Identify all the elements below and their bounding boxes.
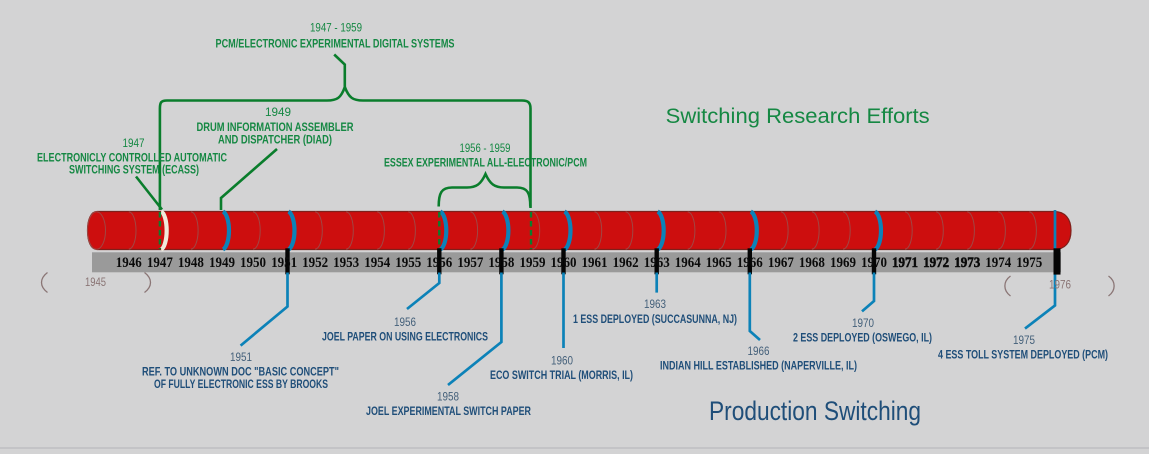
- svg-text:1951: 1951: [271, 255, 297, 271]
- svg-text:1962: 1962: [613, 255, 639, 271]
- svg-text:JOEL PAPER ON USING ELECTRONIC: JOEL PAPER ON USING ELECTRONICS: [322, 330, 488, 344]
- svg-text:1974: 1974: [985, 255, 1011, 271]
- svg-text:1975: 1975: [1016, 255, 1042, 271]
- svg-text:1969: 1969: [830, 255, 856, 271]
- svg-text:Production Switching: Production Switching: [709, 396, 921, 426]
- svg-text:1950: 1950: [240, 255, 266, 271]
- svg-text:1949: 1949: [265, 105, 291, 119]
- svg-text:1947: 1947: [123, 136, 145, 150]
- svg-text:AND DISPATCHER (DIAD): AND DISPATCHER (DIAD): [218, 133, 332, 147]
- svg-text:1952: 1952: [302, 255, 328, 271]
- svg-text:1970: 1970: [852, 318, 874, 330]
- svg-text:1958: 1958: [488, 255, 514, 271]
- svg-text:Switching Research Efforts: Switching Research Efforts: [666, 104, 930, 128]
- svg-text:1968: 1968: [799, 255, 825, 271]
- svg-text:1947 - 1959: 1947 - 1959: [310, 21, 362, 35]
- svg-text:ESSEX EXPERIMENTAL ALL-ELECTRO: ESSEX EXPERIMENTAL ALL-ELECTRONIC/PCM: [384, 156, 587, 170]
- svg-text:OF FULLY ELECTRONIC ESS BY BRO: OF FULLY ELECTRONIC ESS BY BROOKS: [154, 377, 328, 391]
- svg-text:1970: 1970: [861, 255, 887, 271]
- svg-text:1947: 1947: [147, 255, 173, 271]
- svg-text:1956: 1956: [426, 255, 452, 271]
- svg-text:INDIAN HILL ESTABLISHED (NAPER: INDIAN HILL ESTABLISHED (NAPERVILLE, IL): [660, 359, 857, 373]
- svg-text:1951: 1951: [230, 352, 252, 364]
- svg-text:ECO SWITCH TRIAL (MORRIS, IL): ECO SWITCH TRIAL (MORRIS, IL): [490, 368, 633, 382]
- svg-text:1963: 1963: [644, 255, 670, 271]
- svg-text:1966: 1966: [748, 346, 770, 358]
- svg-text:1 ESS DEPLOYED (SUCCASUNNA, NJ: 1 ESS DEPLOYED (SUCCASUNNA, NJ): [573, 312, 737, 326]
- svg-text:1966: 1966: [737, 255, 763, 271]
- svg-text:1956 - 1959: 1956 - 1959: [460, 141, 511, 155]
- svg-text:1971: 1971: [892, 255, 918, 271]
- svg-text:REF. TO UNKNOWN DOC "BASIC CON: REF. TO UNKNOWN DOC "BASIC CONCEPT": [142, 365, 339, 379]
- svg-text:1975: 1975: [1013, 335, 1035, 347]
- svg-text:1954: 1954: [364, 255, 390, 271]
- svg-text:1953: 1953: [333, 255, 359, 271]
- svg-text:2 ESS DEPLOYED (OSWEGO, IL): 2 ESS DEPLOYED (OSWEGO, IL): [793, 331, 932, 345]
- svg-text:1967: 1967: [768, 255, 794, 271]
- svg-text:1960: 1960: [551, 255, 577, 271]
- svg-text:1960: 1960: [551, 356, 573, 368]
- svg-text:DRUM INFORMATION ASSEMBLER: DRUM INFORMATION ASSEMBLER: [197, 120, 354, 134]
- svg-text:1963: 1963: [644, 299, 666, 311]
- svg-text:JOEL EXPERIMENTAL SWITCH PAPER: JOEL EXPERIMENTAL SWITCH PAPER: [366, 404, 531, 418]
- svg-text:SWITCHING SYSTEM (ECASS): SWITCHING SYSTEM (ECASS): [69, 163, 199, 177]
- svg-text:1957: 1957: [457, 255, 483, 271]
- svg-text:1949: 1949: [209, 255, 235, 271]
- svg-text:1964: 1964: [675, 255, 701, 271]
- svg-text:1945: 1945: [85, 275, 106, 289]
- svg-text:1946: 1946: [116, 255, 142, 271]
- svg-text:1973: 1973: [954, 255, 980, 271]
- svg-text:ELECTRONICLY CONTROLLED AUTOMA: ELECTRONICLY CONTROLLED AUTOMATIC: [37, 151, 227, 165]
- svg-text:1956: 1956: [394, 317, 416, 329]
- svg-text:1955: 1955: [395, 255, 421, 271]
- svg-text:1976: 1976: [1049, 278, 1071, 292]
- svg-text:4 ESS TOLL SYSTEM DEPLOYED (PC: 4 ESS TOLL SYSTEM DEPLOYED (PCM): [938, 348, 1108, 362]
- svg-text:1961: 1961: [582, 255, 608, 271]
- svg-text:1965: 1965: [706, 255, 732, 271]
- svg-text:1959: 1959: [520, 255, 546, 271]
- svg-text:PCM/ELECTRONIC EXPERIMENTAL DI: PCM/ELECTRONIC EXPERIMENTAL DIGITAL SYST…: [216, 37, 455, 51]
- svg-text:1948: 1948: [178, 255, 204, 271]
- svg-text:1972: 1972: [923, 255, 949, 271]
- svg-text:1958: 1958: [437, 392, 459, 404]
